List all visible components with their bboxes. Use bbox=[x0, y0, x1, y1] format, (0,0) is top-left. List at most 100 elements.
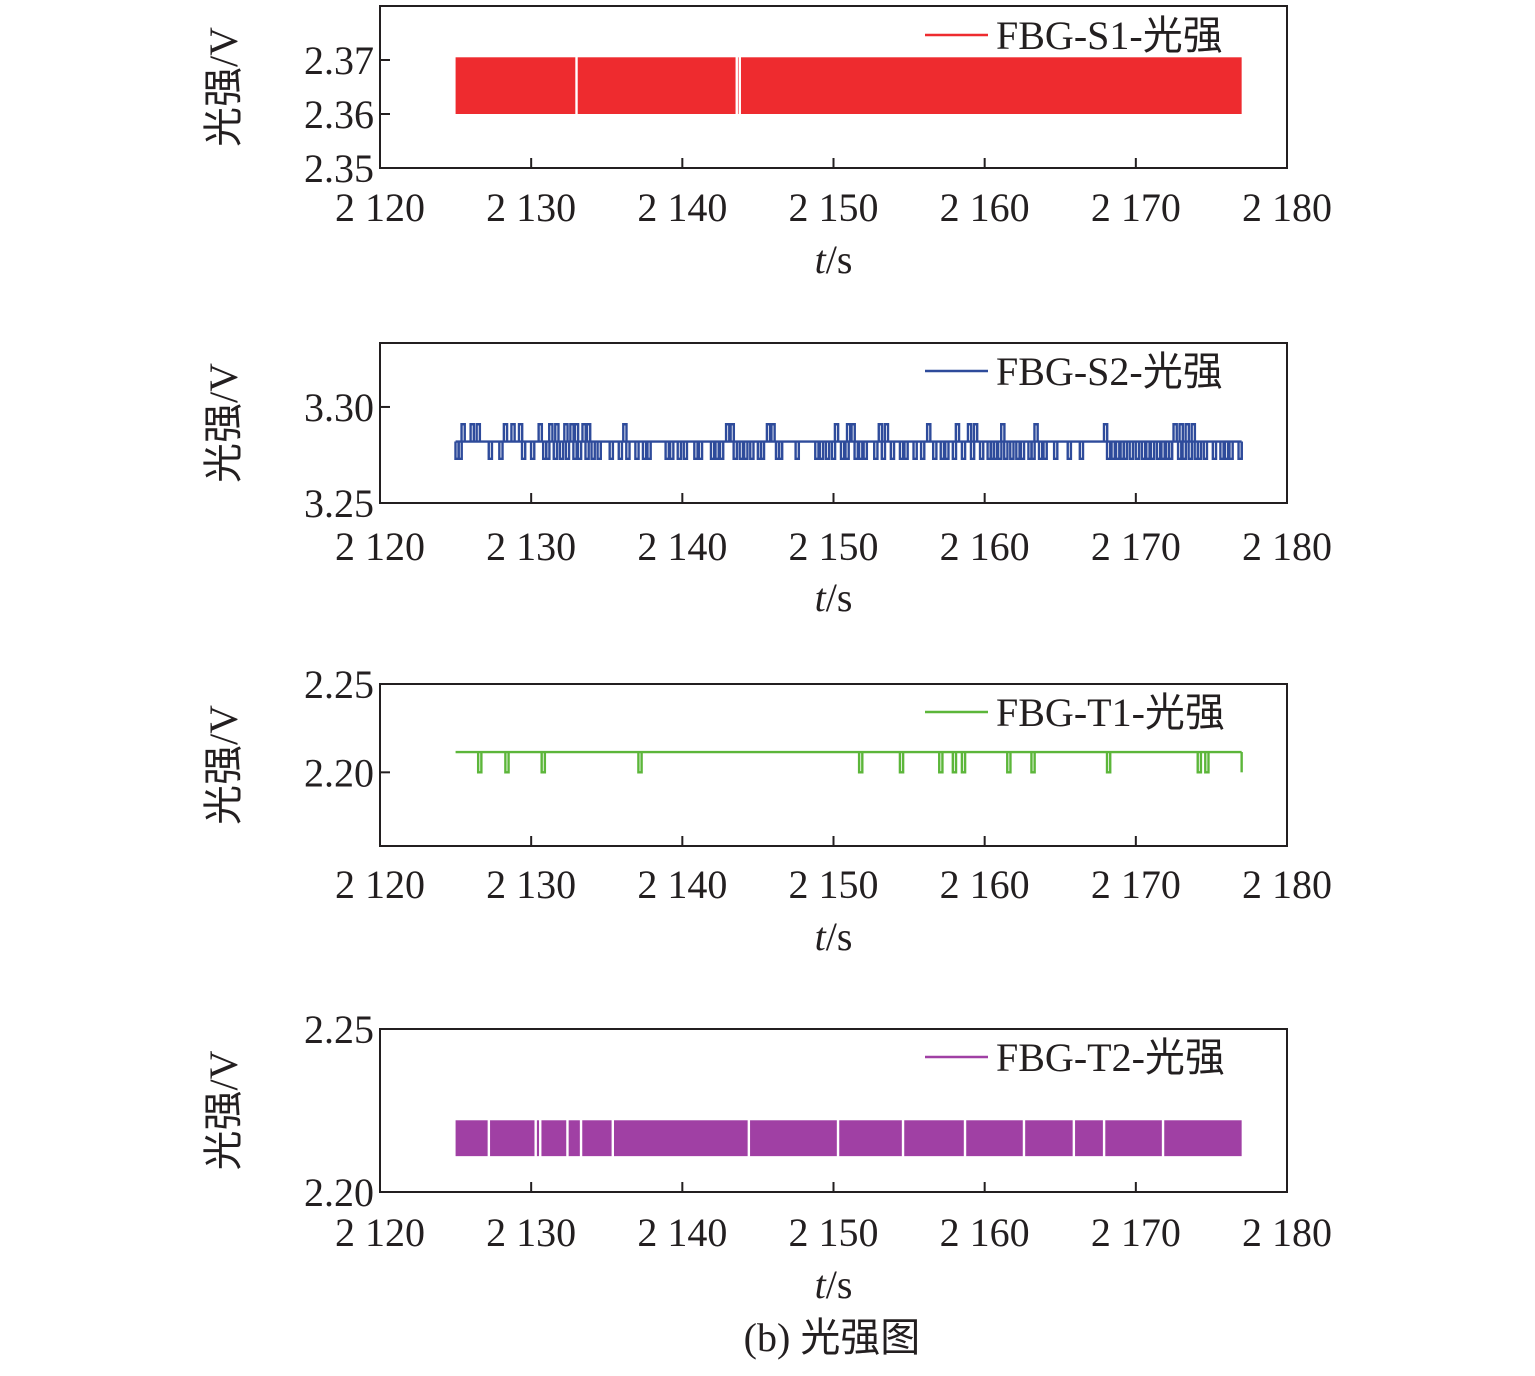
series-spike-down-42 bbox=[818, 441, 825, 461]
series-gap-9 bbox=[901, 1119, 905, 1158]
series-spike-up-10 bbox=[563, 423, 569, 442]
series-spike-up-5 bbox=[510, 423, 516, 442]
series-spike-up-11 bbox=[569, 423, 575, 442]
x-tick-label-6: 2 170 bbox=[1091, 524, 1181, 569]
x-axis-label-unit: /s bbox=[826, 914, 853, 959]
y-axis-label: 光强/V bbox=[201, 705, 246, 825]
y-axis-label: 光强/V bbox=[201, 363, 246, 483]
series-spike-down-78 bbox=[1078, 441, 1085, 461]
series-spike-down-6 bbox=[529, 441, 536, 461]
series-spike-down-39 bbox=[777, 441, 784, 461]
series-spike-up-20 bbox=[833, 423, 840, 442]
x-tick-label-6: 2 170 bbox=[1091, 862, 1181, 907]
y-tick-label-2: 3.30 bbox=[304, 385, 374, 430]
series-spike-down-99 bbox=[1211, 441, 1218, 461]
series-gap-8 bbox=[836, 1119, 840, 1158]
y-tick-label-2: 2.36 bbox=[304, 92, 374, 137]
series-spike-down-10 bbox=[558, 441, 565, 461]
x-tick-label-4: 2 150 bbox=[789, 862, 879, 907]
series-gap-6 bbox=[611, 1119, 614, 1158]
x-tick-label-6: 2 170 bbox=[1091, 185, 1181, 230]
series-spike-down-94 bbox=[1181, 441, 1188, 461]
x-axis-label: t/s bbox=[815, 1262, 853, 1307]
series-spike-down-6 bbox=[898, 752, 905, 774]
series-spike-up-7 bbox=[537, 423, 544, 442]
series-spike-up-15 bbox=[622, 423, 628, 442]
series-spike-up-33 bbox=[1178, 423, 1184, 442]
series-spike-down-55 bbox=[912, 441, 918, 461]
series-spike-up-30 bbox=[1033, 423, 1039, 442]
series-spike-down-54 bbox=[903, 441, 909, 461]
series-spike-down-66 bbox=[992, 441, 999, 461]
series-spike-up-14 bbox=[585, 423, 592, 442]
series-spike-down-83 bbox=[1122, 441, 1129, 461]
series-spike-down-47 bbox=[853, 441, 859, 461]
series-gap-1 bbox=[487, 1119, 491, 1158]
series-spike-down-51 bbox=[880, 441, 887, 461]
legend-label: FBG-S2-光强 bbox=[996, 349, 1223, 394]
series-spike-up-26 bbox=[954, 423, 961, 442]
series-spike-up-1 bbox=[460, 423, 466, 442]
series-band-4 bbox=[455, 1119, 1242, 1158]
legend: FBG-S1-光强 bbox=[925, 13, 1223, 58]
x-tick-label-2: 2 130 bbox=[486, 862, 576, 907]
y-axis-label: 光强/V bbox=[201, 27, 246, 147]
series-spike-up-35 bbox=[1190, 423, 1197, 442]
x-tick-label-5: 2 160 bbox=[940, 524, 1030, 569]
series-spike-down-34 bbox=[743, 441, 749, 461]
series-spike-down-12 bbox=[1105, 752, 1112, 774]
series-spike-down-46 bbox=[844, 441, 850, 461]
series-spike-down-56 bbox=[919, 441, 926, 461]
series-spike-up-25 bbox=[925, 423, 932, 442]
series-spike-down-53 bbox=[898, 441, 905, 461]
series-spike-down-22 bbox=[646, 441, 652, 461]
x-tick-label-1: 2 120 bbox=[335, 524, 425, 569]
x-tick-label-5: 2 160 bbox=[940, 862, 1030, 907]
series-spike-up-9 bbox=[554, 423, 560, 442]
series-spike-down-5 bbox=[520, 441, 527, 461]
series-spike-down-21 bbox=[641, 441, 648, 461]
series-spike-up-17 bbox=[729, 423, 736, 442]
series-fill bbox=[455, 57, 1242, 114]
x-tick-label-2: 2 130 bbox=[486, 185, 576, 230]
series-gap-3 bbox=[539, 1119, 542, 1158]
x-tick-label-3: 2 140 bbox=[637, 862, 727, 907]
series-spike-down-61 bbox=[960, 441, 967, 461]
x-axis-label-unit: /s bbox=[826, 1262, 853, 1307]
series-spike-down-2 bbox=[504, 752, 510, 774]
series-spike-down-32 bbox=[732, 441, 739, 461]
series-spike-down-10 bbox=[1006, 752, 1012, 774]
series-spike-down-57 bbox=[931, 441, 938, 461]
series-gap-4 bbox=[566, 1119, 569, 1158]
x-axis-label-var: t bbox=[815, 575, 827, 620]
x-tick-label-4: 2 150 bbox=[789, 1210, 879, 1255]
series-gap-11 bbox=[1022, 1119, 1026, 1158]
legend-label: FBG-T2-光强 bbox=[996, 1035, 1225, 1080]
series-spike-down-50 bbox=[873, 441, 879, 461]
series-spike-down-9 bbox=[552, 441, 559, 461]
series-spike-up-19 bbox=[770, 423, 776, 442]
y-tick-label-1: 2.20 bbox=[304, 1170, 374, 1215]
x-tick-label-4: 2 150 bbox=[789, 524, 879, 569]
series-spike-up-16 bbox=[724, 423, 731, 442]
series-spike-down-25 bbox=[676, 441, 683, 461]
series-spike-down-8 bbox=[951, 752, 958, 774]
series-spike-down-81 bbox=[1114, 441, 1121, 461]
series-gap-10 bbox=[963, 1119, 967, 1158]
series-spike-down-76 bbox=[1052, 441, 1059, 461]
x-tick-label-3: 2 140 bbox=[637, 1210, 727, 1255]
series-spike-down-1 bbox=[476, 752, 483, 774]
series-gap-5 bbox=[579, 1119, 583, 1158]
series-spike-up-3 bbox=[475, 423, 482, 442]
series-spike-down-60 bbox=[951, 441, 958, 461]
series-spike-down-26 bbox=[682, 441, 689, 461]
chart-panel-4: 2 120 2 130 2 140 2 150 2 160 2 170 2 180 2.20 2… bbox=[201, 1007, 1332, 1307]
series-spike-down-11 bbox=[1030, 752, 1036, 774]
series-spike-down-13 bbox=[576, 441, 583, 461]
series-spike-down-45 bbox=[839, 441, 846, 461]
y-tick-label-1: 2.35 bbox=[304, 146, 374, 191]
series-spike-down-52 bbox=[889, 441, 896, 461]
series-spike-down-62 bbox=[969, 441, 976, 461]
x-tick-label-1: 2 120 bbox=[335, 862, 425, 907]
series-spike-down-89 bbox=[1155, 441, 1162, 461]
